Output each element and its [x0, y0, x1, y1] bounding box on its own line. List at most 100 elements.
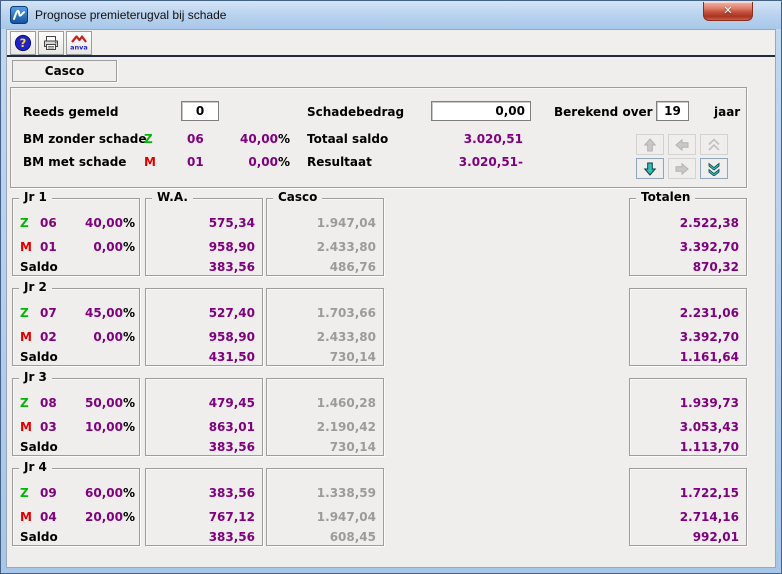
close-button[interactable]: ✕: [703, 2, 753, 21]
z-letter: Z: [20, 306, 29, 320]
casco-box: 1.703,66 2.433,80 730,14: [266, 288, 384, 366]
help-button[interactable]: ?: [10, 30, 36, 55]
double-arrow-up-icon: [708, 137, 720, 151]
nav-down-button[interactable]: [636, 158, 664, 179]
year-info-box: Jr 2 Z 07 45,00% M 02 0,00% Saldo: [12, 280, 140, 366]
z-letter: Z: [20, 216, 29, 230]
totalen-box: 1.722,15 2.714,16 992,01: [629, 468, 747, 546]
casco-z-value: 1.703,66: [316, 306, 376, 320]
nav-page-up-button: [700, 134, 728, 155]
m-letter: M: [20, 420, 32, 434]
nav-up-button: [636, 134, 664, 155]
casco-box: 1.338,59 1.947,04 608,45: [266, 468, 384, 546]
m-percentage: 0,00%: [93, 330, 135, 344]
print-button[interactable]: [38, 30, 64, 55]
z-percentage: 50,00%: [85, 396, 135, 410]
casco-m-value: 2.433,80: [316, 330, 376, 344]
totalen-column-header: Totalen: [636, 190, 696, 204]
totalen-saldo-value: 1.161,64: [679, 350, 739, 364]
wa-box: W.A. 575,34 958,90 383,56: [145, 190, 263, 276]
z-percentage: 60,00%: [85, 486, 135, 500]
z-code: 06: [40, 216, 57, 230]
totalen-m-value: 2.714,16: [679, 510, 739, 524]
casco-saldo-value: 608,45: [329, 530, 376, 544]
summary-panel: Reeds gemeld Schadebedrag Berekend over …: [10, 87, 747, 188]
bm-met-percentage: 0,00%: [248, 155, 290, 169]
z-letter: Z: [20, 486, 29, 500]
arrow-up-icon: [643, 137, 657, 151]
arrow-right-icon: [675, 162, 689, 175]
schadebedrag-label: Schadebedrag: [307, 105, 405, 119]
bm-zonder-letter: Z: [144, 132, 153, 146]
year-label: Jr 2: [19, 280, 52, 294]
nav-page-down-button[interactable]: [700, 158, 728, 179]
casco-m-value: 2.433,80: [316, 240, 376, 254]
wa-z-value: 383,56: [208, 486, 255, 500]
bm-zonder-percentage: 40,00%: [240, 132, 290, 146]
anva-button[interactable]: anva: [66, 30, 92, 55]
berekend-over-label: Berekend over: [554, 105, 653, 119]
z-percentage: 40,00%: [85, 216, 135, 230]
casco-m-value: 2.190,42: [316, 420, 376, 434]
bm-met-letter: M: [144, 155, 156, 169]
z-letter: Z: [20, 396, 29, 410]
saldo-label: Saldo: [20, 260, 58, 274]
totalen-z-value: 1.939,73: [679, 396, 739, 410]
casco-saldo-value: 730,14: [329, 440, 376, 454]
casco-box: 1.460,28 2.190,42 730,14: [266, 378, 384, 456]
window-title: Prognose premieterugval bij schade: [35, 8, 227, 22]
z-code: 09: [40, 486, 57, 500]
titlebar[interactable]: Prognose premieterugval bij schade ✕: [1, 1, 781, 29]
wa-z-value: 575,34: [208, 216, 255, 230]
wa-m-value: 958,90: [208, 330, 255, 344]
bm-zonder-code: 06: [187, 132, 204, 146]
year-row-2: Jr 2 Z 07 45,00% M 02 0,00% Saldo 527,40…: [7, 280, 775, 366]
z-code: 07: [40, 306, 57, 320]
totalen-m-value: 3.392,70: [679, 240, 739, 254]
totalen-box: 1.939,73 3.053,43 1.113,70: [629, 378, 747, 456]
year-label: Jr 3: [19, 370, 52, 384]
casco-m-value: 1.947,04: [316, 510, 376, 524]
casco-saldo-value: 730,14: [329, 350, 376, 364]
svg-text:anva: anva: [70, 43, 88, 51]
reeds-gemeld-input[interactable]: [181, 101, 219, 121]
totalen-z-value: 2.522,38: [679, 216, 739, 230]
arrow-left-icon: [675, 138, 689, 151]
nav-right-button: [668, 158, 696, 179]
year-info-box: Jr 3 Z 08 50,00% M 03 10,00% Saldo: [12, 370, 140, 456]
schadebedrag-input[interactable]: [431, 101, 531, 121]
wa-box: 383,56 767,12 383,56: [145, 468, 263, 546]
m-letter: M: [20, 240, 32, 254]
berekend-over-input[interactable]: [656, 101, 689, 121]
m-percentage: 0,00%: [93, 240, 135, 254]
totalen-z-value: 2.231,06: [679, 306, 739, 320]
print-icon: [44, 35, 58, 50]
nav-left-button: [668, 134, 696, 155]
bm-zonder-schade-label: BM zonder schade: [23, 132, 147, 146]
casco-z-value: 1.338,59: [316, 486, 376, 500]
totalen-box: 2.231,06 3.392,70 1.161,64: [629, 288, 747, 366]
totalen-z-value: 1.722,15: [679, 486, 739, 500]
double-arrow-down-icon: [708, 162, 720, 176]
wa-saldo-value: 431,50: [208, 350, 255, 364]
bm-met-schade-label: BM met schade: [23, 155, 127, 169]
tab-casco[interactable]: Casco: [12, 60, 117, 82]
casco-saldo-value: 486,76: [329, 260, 376, 274]
z-code: 08: [40, 396, 57, 410]
totaal-saldo-value: 3.020,51: [463, 132, 523, 146]
arrow-down-icon: [643, 162, 657, 176]
year-label: Jr 4: [19, 460, 52, 474]
wa-saldo-value: 383,56: [208, 530, 255, 544]
totalen-saldo-value: 992,01: [692, 530, 739, 544]
m-code: 04: [40, 510, 57, 524]
saldo-label: Saldo: [20, 350, 58, 364]
wa-saldo-value: 383,56: [208, 260, 255, 274]
wa-z-value: 479,45: [208, 396, 255, 410]
anva-icon: anva: [70, 34, 88, 51]
m-percentage: 20,00%: [85, 510, 135, 524]
wa-m-value: 767,12: [208, 510, 255, 524]
resultaat-value: 3.020,51-: [458, 155, 523, 169]
wa-m-value: 958,90: [208, 240, 255, 254]
reeds-gemeld-label: Reeds gemeld: [23, 105, 119, 119]
